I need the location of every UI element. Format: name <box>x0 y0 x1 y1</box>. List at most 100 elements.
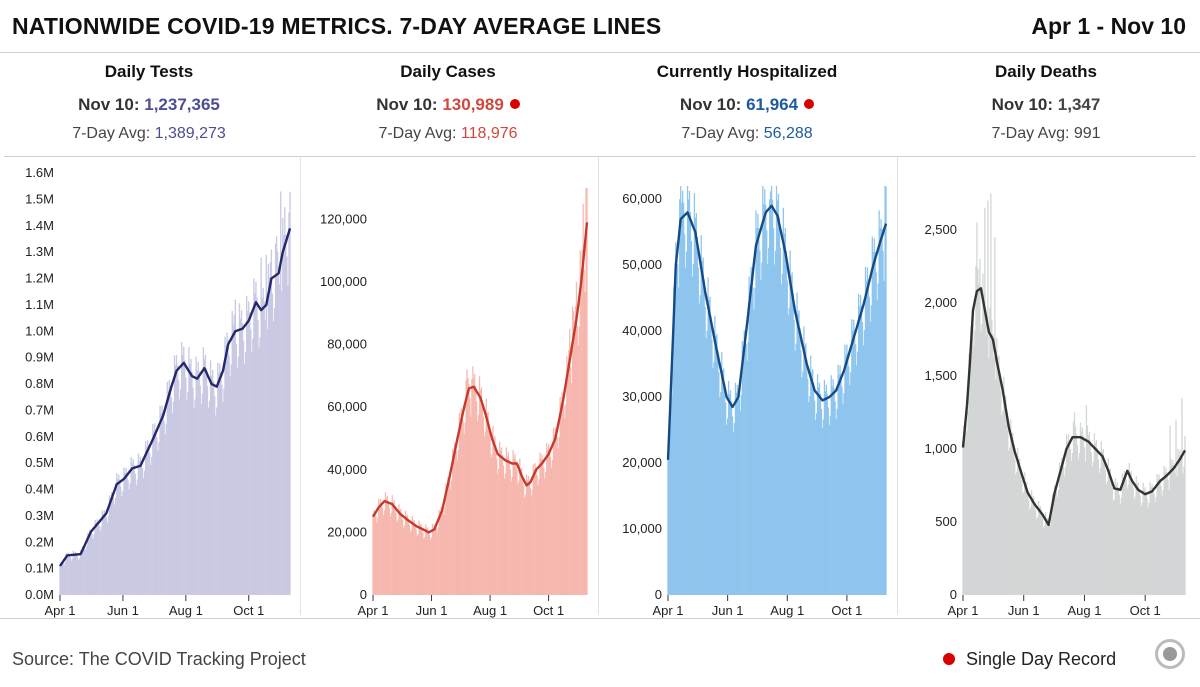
bar <box>440 507 442 595</box>
bar <box>848 366 850 595</box>
bar <box>97 521 99 595</box>
bar <box>263 301 265 595</box>
bar <box>1060 458 1063 595</box>
bar <box>1153 494 1155 595</box>
bar <box>691 276 694 595</box>
bar <box>1135 476 1137 595</box>
bar <box>285 234 287 596</box>
bar <box>1161 495 1163 595</box>
bar <box>867 278 870 595</box>
bar <box>219 363 221 595</box>
bar <box>506 455 508 595</box>
y-tick-label: 100,000 <box>320 274 367 289</box>
bar <box>400 508 402 595</box>
bar <box>524 494 527 595</box>
bar <box>165 423 167 595</box>
bar <box>185 377 187 595</box>
bar <box>236 367 239 595</box>
bar <box>1119 504 1121 595</box>
bar <box>747 342 749 595</box>
bar <box>1003 376 1005 595</box>
bar <box>1013 444 1015 595</box>
bar <box>453 442 456 595</box>
bar <box>1136 484 1138 595</box>
today-row: Nov 10: 1,237,365 <box>4 95 294 117</box>
bar <box>764 189 766 595</box>
bar <box>119 479 121 595</box>
bar <box>855 344 857 595</box>
bar <box>681 202 683 595</box>
bar <box>1079 422 1082 595</box>
y-tick-label: 0.3M <box>25 508 54 523</box>
bar <box>1057 489 1060 595</box>
bar <box>757 213 759 596</box>
y-tick-label: 1.1M <box>25 297 54 312</box>
bar <box>484 431 486 595</box>
bar <box>686 186 689 595</box>
y-tick-label: 0.7M <box>25 402 54 417</box>
bar <box>471 378 473 595</box>
metric-title: Daily Cases <box>400 62 496 81</box>
bar <box>454 444 457 595</box>
bar <box>1024 472 1026 595</box>
bar <box>404 525 406 595</box>
bar <box>482 416 484 595</box>
bar <box>885 186 887 595</box>
bar <box>724 383 726 595</box>
bar <box>281 291 283 595</box>
bar <box>1015 474 1017 595</box>
bar <box>1070 461 1073 595</box>
bar <box>559 396 561 595</box>
x-tick-label: Oct 1 <box>1130 603 1161 618</box>
bar <box>477 414 480 595</box>
bar <box>1096 448 1099 595</box>
bar <box>411 516 413 595</box>
bar <box>235 344 238 595</box>
bar <box>863 330 866 595</box>
bar <box>455 450 458 595</box>
bar <box>707 277 709 595</box>
bar <box>280 191 282 595</box>
bar <box>882 251 884 595</box>
bar <box>1181 397 1183 595</box>
bar <box>413 519 415 595</box>
bar <box>445 483 447 595</box>
bar <box>987 200 989 595</box>
bar <box>1146 498 1148 595</box>
bar <box>88 533 90 595</box>
stats-daily-cases: Daily Cases Nov 10: 130,989 7-Day Avg: 1… <box>303 62 593 147</box>
bar <box>116 473 118 595</box>
bar <box>468 384 470 595</box>
bar <box>240 310 243 595</box>
bar <box>1053 485 1056 595</box>
bar <box>1017 447 1019 595</box>
bar <box>743 330 745 595</box>
bar <box>250 329 252 595</box>
bar <box>1115 484 1117 595</box>
bar <box>162 412 164 595</box>
header: NATIONWIDE COVID-19 METRICS. 7-DAY AVERA… <box>0 0 1200 53</box>
bar <box>447 476 449 595</box>
bar <box>1020 468 1022 595</box>
bar <box>842 404 844 595</box>
bar <box>438 509 440 595</box>
y-tick-label: 1.2M <box>25 271 54 286</box>
bar <box>680 186 682 595</box>
bar <box>423 538 425 595</box>
bar <box>158 442 160 595</box>
bar <box>475 385 477 595</box>
bar <box>988 358 990 595</box>
bar <box>697 267 699 595</box>
bar <box>1099 468 1102 595</box>
bar <box>561 392 563 595</box>
bar <box>702 257 704 595</box>
y-tick-label: 1,000 <box>924 441 957 456</box>
bar <box>217 362 219 595</box>
bar <box>1106 481 1108 595</box>
bar <box>881 228 883 596</box>
y-tick-label: 1.6M <box>25 165 54 180</box>
bar <box>807 378 809 595</box>
bar <box>672 364 674 595</box>
bar <box>446 484 448 595</box>
bar <box>544 478 546 595</box>
